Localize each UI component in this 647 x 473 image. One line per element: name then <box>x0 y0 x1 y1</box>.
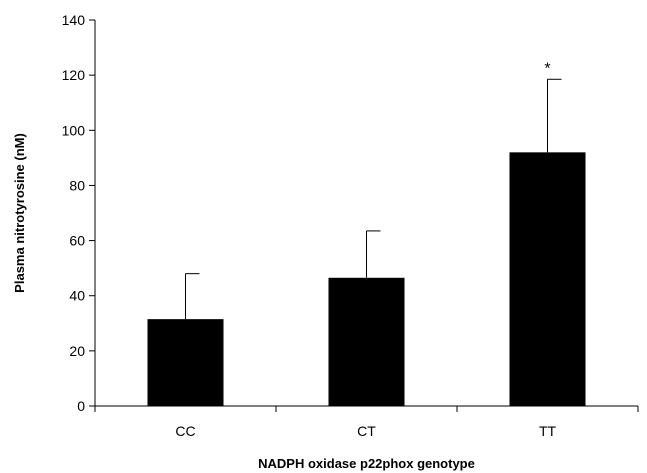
x-tick-label: CT <box>357 423 376 439</box>
y-tick-label: 40 <box>69 288 85 304</box>
y-tick-label: 100 <box>62 122 86 138</box>
y-axis-title: Plasma nitrotyrosine (nM) <box>12 133 27 293</box>
y-tick-label: 60 <box>69 233 85 249</box>
bar-ct <box>328 277 405 406</box>
y-tick-label: 0 <box>77 398 85 414</box>
significance-marker: * <box>544 60 550 77</box>
x-axis-title: NADPH oxidase p22phox genotype <box>258 456 475 471</box>
y-tick-label: 140 <box>62 12 86 28</box>
bar-cc <box>147 319 224 406</box>
x-tick-label: CC <box>175 423 195 439</box>
bars: * <box>147 60 586 406</box>
bar-tt <box>509 152 586 406</box>
y-tick-label: 120 <box>62 67 86 83</box>
y-axis: 0 20 40 60 80 100 120 140 <box>62 12 96 414</box>
y-tick-label: 80 <box>69 177 85 193</box>
x-axis: CC CT TT <box>94 405 639 439</box>
x-tick-label: TT <box>539 423 557 439</box>
y-tick-label: 20 <box>69 343 85 359</box>
